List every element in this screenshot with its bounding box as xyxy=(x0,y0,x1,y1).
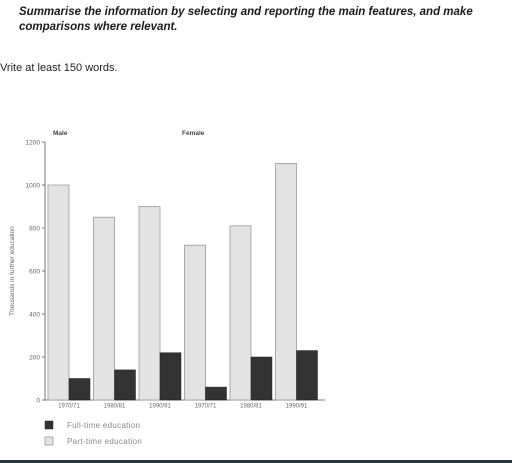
legend-label-full-time: Full-time education xyxy=(67,421,140,430)
bar-full-time xyxy=(205,386,227,401)
legend-label-part-time: Part-time education xyxy=(67,437,142,446)
group-label-male: Male xyxy=(53,130,68,137)
bar-full-time xyxy=(159,352,182,401)
x-tick-label: 1980/81 xyxy=(240,404,262,410)
bar-part-time xyxy=(138,206,161,401)
x-tick-label: 1990/91 xyxy=(149,404,171,410)
group-label-female: Female xyxy=(182,130,205,137)
legend-swatch-full-time xyxy=(44,420,54,430)
bottom-border xyxy=(0,460,512,463)
bar-full-time xyxy=(114,369,136,401)
instruction-text: Summarise the information by selecting a… xyxy=(19,6,473,33)
bar-full-time xyxy=(296,350,318,401)
bar-full-time xyxy=(68,378,91,401)
bar-part-time xyxy=(184,244,206,401)
bar-part-time xyxy=(229,225,252,401)
y-tick-label: 0 xyxy=(36,398,40,405)
x-tick-label: 1990/91 xyxy=(286,404,308,410)
x-tick-label: 1970/71 xyxy=(195,404,217,410)
bar-part-time xyxy=(93,216,115,401)
bar-part-time xyxy=(275,163,297,401)
word-count-note: Vrite at least 150 words. xyxy=(0,62,118,74)
y-tick-label: 600 xyxy=(29,269,40,276)
y-tick-label: 400 xyxy=(29,312,40,319)
y-axis-title: Thousands in further education xyxy=(9,226,16,316)
bar-part-time xyxy=(47,184,70,401)
x-tick-label: 1980/81 xyxy=(104,404,126,410)
education-bar-chart: 0 200 400 600 800 1000 1200 Thousands in furthe… xyxy=(9,130,325,446)
y-tick-label: 1200 xyxy=(26,140,41,147)
bar-full-time xyxy=(250,356,273,401)
y-tick-label: 200 xyxy=(29,355,40,362)
x-tick-label: 1970/71 xyxy=(58,404,80,410)
y-tick-label: 800 xyxy=(29,226,40,233)
legend-swatch-part-time xyxy=(44,436,54,446)
y-tick-label: 1000 xyxy=(26,183,41,190)
